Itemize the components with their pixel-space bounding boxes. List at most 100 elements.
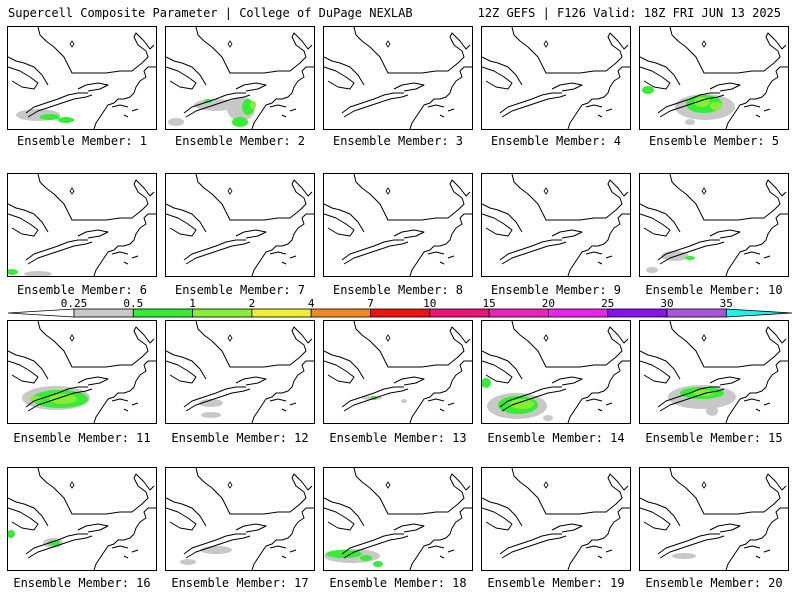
ensemble-member-label: Ensemble Member: 4	[490, 134, 622, 148]
border-line	[353, 174, 471, 221]
border-line	[353, 321, 471, 368]
scp-shaded-area	[646, 267, 658, 273]
coastline	[251, 213, 314, 276]
colorbar-tick-label: 7	[367, 297, 374, 310]
island-outline	[743, 398, 761, 402]
colorbar-tick-label: 4	[308, 297, 315, 310]
lake-michigan-outline	[324, 360, 355, 384]
island-outline	[427, 398, 445, 402]
island-outline	[439, 549, 455, 559]
diamond-marker-icon	[385, 40, 391, 48]
border-line	[353, 27, 471, 74]
lake-michigan-outline	[324, 213, 355, 237]
lake-michigan-outline	[324, 66, 355, 90]
ensemble-member-label: Ensemble Member: 10	[645, 283, 783, 297]
ensemble-member-label: Ensemble Member: 15	[645, 431, 783, 445]
border-line	[511, 174, 629, 221]
scp-shaded-area	[8, 269, 18, 275]
island-outline	[743, 251, 761, 255]
lake-erie-outline	[499, 533, 562, 555]
island-outline	[111, 104, 129, 108]
map-svg	[8, 174, 156, 276]
coastline	[251, 507, 314, 570]
diamond-marker-icon	[543, 187, 549, 195]
colorbar-segment	[607, 308, 668, 318]
colorbar-segment	[310, 308, 371, 318]
colorbar-tick-label: 20	[542, 297, 555, 310]
colorbar-tick-label: 30	[660, 297, 673, 310]
colorbar-tick-label: 2	[249, 297, 256, 310]
scp-shaded-area	[482, 378, 491, 388]
ensemble-member-label: Ensemble Member: 8	[332, 283, 464, 297]
lake-ontario-outline	[709, 82, 741, 92]
lake-michigan-outline	[166, 213, 197, 237]
lake-michigan-outline	[8, 213, 39, 237]
lake-ontario-outline	[77, 229, 109, 239]
lake-erie-outline	[25, 533, 88, 555]
map-svg	[482, 321, 630, 423]
lake-michigan-outline	[8, 66, 39, 90]
lake-michigan-outline	[640, 360, 671, 384]
border-line	[669, 174, 787, 221]
lake-michigan-outline	[482, 213, 513, 237]
diamond-marker-icon	[385, 187, 391, 195]
lake-shoreline	[8, 203, 49, 233]
border-line	[37, 468, 155, 515]
border-line	[353, 468, 471, 515]
border-line	[511, 321, 629, 368]
diamond-marker-icon	[227, 334, 233, 342]
map-svg	[482, 27, 630, 129]
lake-erie-outline	[341, 92, 404, 114]
lake-ontario-outline	[551, 229, 583, 239]
map-svg	[482, 468, 630, 570]
lake-michigan-outline	[640, 66, 671, 90]
scp-shaded-area	[373, 561, 383, 567]
map-svg	[640, 27, 788, 129]
scp-shaded-area	[510, 399, 534, 409]
lake-michigan-outline	[166, 507, 197, 531]
colorbar-segment	[370, 308, 431, 318]
island-outline	[427, 104, 445, 108]
island-outline	[269, 104, 287, 108]
map-svg	[166, 468, 314, 570]
island-outline	[743, 545, 761, 549]
diamond-marker-icon	[701, 187, 707, 195]
border-line	[37, 321, 155, 368]
lake-ontario-outline	[551, 376, 583, 386]
diamond-marker-icon	[385, 481, 391, 489]
border-line	[195, 321, 313, 368]
lake-erie-outline	[501, 388, 567, 412]
scp-shaded-area	[168, 118, 184, 126]
diamond-marker-icon	[543, 481, 549, 489]
island-outline	[269, 545, 287, 549]
coastline	[409, 66, 472, 129]
map-svg	[324, 321, 472, 423]
lake-erie-outline	[657, 92, 720, 114]
island-outline	[585, 398, 603, 402]
scp-shaded-area	[685, 256, 695, 260]
lake-erie-outline	[341, 239, 404, 261]
ensemble-member-label: Ensemble Member: 16	[13, 576, 151, 590]
ensemble-member-map	[323, 173, 473, 277]
coastline	[251, 66, 314, 129]
ensemble-member-map	[323, 320, 473, 424]
coastline	[725, 507, 788, 570]
scp-shaded-area	[199, 399, 223, 407]
island-outline	[585, 545, 603, 549]
scp-shaded-area	[360, 555, 372, 561]
color-scale-bar: 0.25 0.5 1 2 4 7 10 15 20 25 30 35	[8, 297, 792, 318]
island-outline	[123, 549, 139, 559]
ensemble-member-label: Ensemble Member: 2	[174, 134, 306, 148]
ensemble-member-label: Ensemble Member: 5	[648, 134, 780, 148]
island-outline	[123, 108, 139, 118]
lake-michigan-outline	[8, 360, 39, 384]
lake-erie-outline	[501, 94, 567, 118]
lake-erie-outline	[343, 241, 409, 265]
lake-shoreline	[482, 350, 523, 380]
ensemble-member-map	[639, 320, 789, 424]
map-svg	[640, 321, 788, 423]
island-outline	[597, 108, 613, 118]
border-line	[195, 174, 313, 221]
map-svg	[8, 468, 156, 570]
island-outline	[743, 104, 761, 108]
